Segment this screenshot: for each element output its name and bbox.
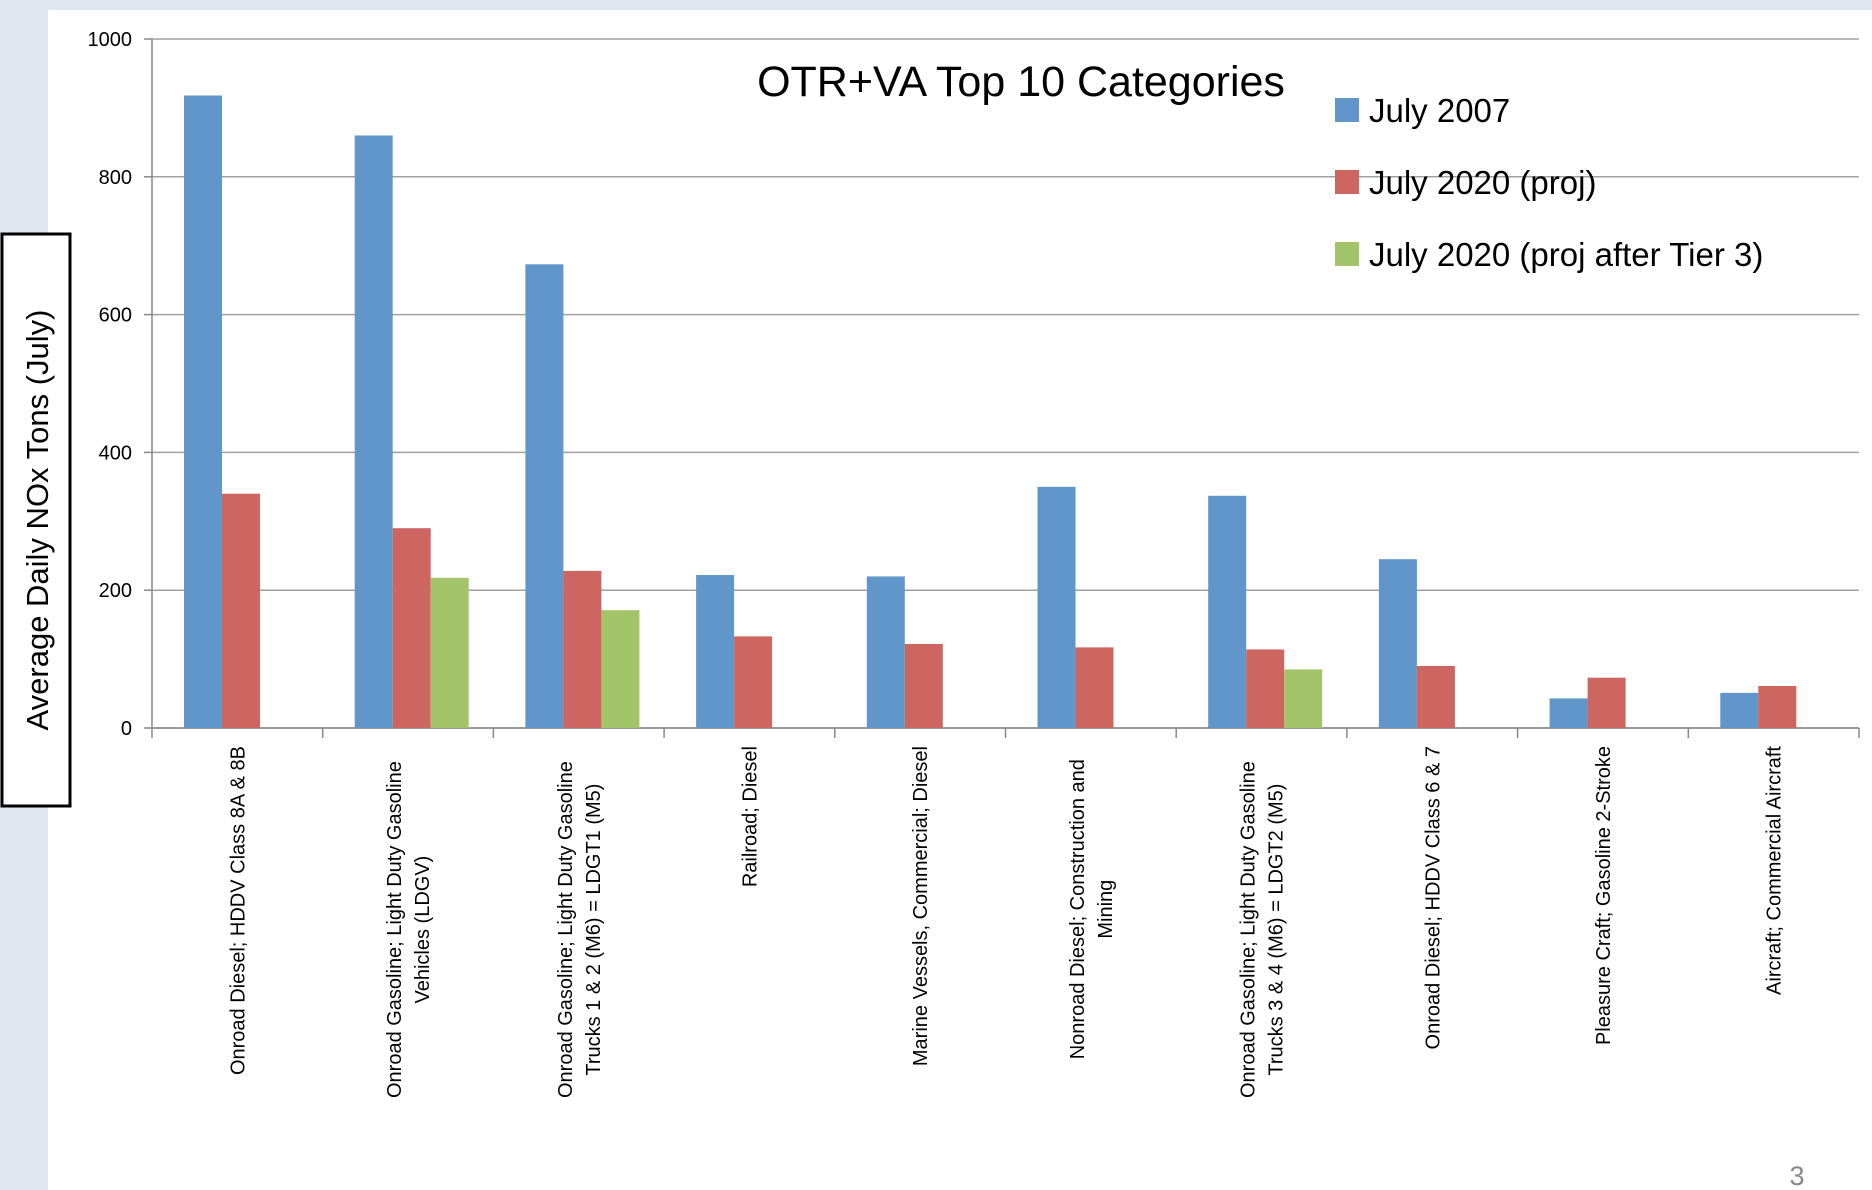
- legend-label: July 2020 (proj after Tier 3): [1369, 236, 1763, 273]
- x-tick-label: Pleasure Craft; Gasoline 2-Stroke: [1593, 746, 1615, 1045]
- label-line: Pleasure Craft; Gasoline 2-Stroke: [1593, 746, 1615, 1045]
- bar: [354, 135, 393, 728]
- bar: [1208, 495, 1247, 728]
- legend-swatch: [1335, 242, 1359, 266]
- bar: [1758, 685, 1797, 728]
- bar: [1549, 698, 1588, 728]
- x-tick-label: Onroad Gasoline; Light Duty Gasoline Vehi…: [384, 761, 434, 1098]
- bar: [392, 528, 431, 728]
- y-tick-label: 400: [99, 442, 132, 464]
- label-line: Aircraft; Commercial Aircraft: [1764, 746, 1786, 995]
- bar: [430, 577, 469, 728]
- y-tick-label: 1000: [88, 29, 133, 51]
- label-line: Marine Vessels, Commercial; Diesel: [910, 746, 932, 1066]
- label-line: Onroad Diesel; HDDV Class 6 & 7: [1422, 746, 1444, 1049]
- bar: [1075, 647, 1114, 728]
- y-label-box: [0, 232, 72, 808]
- x-tick-label: Nonroad Diesel; Construction and Mining: [1067, 759, 1117, 1059]
- bar: [184, 95, 222, 729]
- bar: [1416, 665, 1455, 728]
- x-tick-label: Aircraft; Commercial Aircraft: [1764, 746, 1786, 995]
- bar: [866, 576, 905, 728]
- x-tick-label: Marine Vessels, Commercial; Diesel: [910, 746, 932, 1066]
- bar: [1587, 677, 1626, 728]
- bar: [1284, 669, 1323, 728]
- label-line: Trucks 3 & 4 (M6) = LDGT2 (M5): [1266, 784, 1288, 1076]
- bar: [222, 493, 260, 728]
- bar: [1378, 559, 1417, 728]
- y-tick-label: 200: [99, 580, 132, 602]
- legend-label: July 2007: [1369, 92, 1510, 129]
- label-line: Mining: [1095, 880, 1117, 939]
- label-line: Vehicles (LDGV): [412, 856, 434, 1004]
- y-tick-label: 0: [121, 718, 132, 740]
- legend-swatch: [1335, 170, 1359, 194]
- bar: [563, 570, 602, 728]
- bar: [904, 643, 943, 728]
- bar: [1720, 692, 1759, 728]
- y-tick-label: 800: [99, 167, 132, 189]
- x-tick-label: Onroad Diesel; HDDV Class 6 & 7: [1422, 746, 1444, 1049]
- bar: [601, 610, 640, 728]
- bar: [525, 264, 564, 728]
- label-line: Nonroad Diesel; Construction and: [1067, 759, 1089, 1059]
- x-tick-label: Railroad; Diesel: [739, 746, 761, 887]
- bar: [696, 575, 735, 728]
- page-number: 3: [1789, 1161, 1804, 1190]
- label-line: Railroad; Diesel: [739, 746, 761, 887]
- y-axis-label: Average Daily NOx Tons (July): [20, 310, 55, 731]
- label-line: Trucks 1 & 2 (M6) = LDGT1 (M5): [583, 784, 605, 1076]
- x-tick-label: Onroad Gasoline; Light Duty Gasoline Truc…: [1238, 761, 1288, 1098]
- label-line: Onroad Gasoline; Light Duty Gasoline: [384, 761, 406, 1098]
- bar: [1246, 649, 1285, 728]
- bar: [734, 636, 773, 728]
- bar: [1037, 486, 1076, 728]
- x-tick-label: Onroad Gasoline; Light Duty Gasoline Truc…: [555, 761, 605, 1098]
- chart-title: OTR+VA Top 10 Categories: [757, 58, 1285, 106]
- label-line: Onroad Gasoline; Light Duty Gasoline: [555, 761, 577, 1098]
- label-line: Onroad Gasoline; Light Duty Gasoline: [1238, 761, 1260, 1098]
- legend-swatch: [1335, 98, 1359, 122]
- label-line: Onroad Diesel; HDDV Class 8A & 8B: [227, 746, 249, 1075]
- top-strip: [0, 0, 1872, 10]
- legend-label: July 2020 (proj): [1369, 164, 1596, 201]
- x-tick-label: Onroad Diesel; HDDV Class 8A & 8B: [227, 746, 249, 1075]
- y-tick-label: 600: [99, 305, 132, 327]
